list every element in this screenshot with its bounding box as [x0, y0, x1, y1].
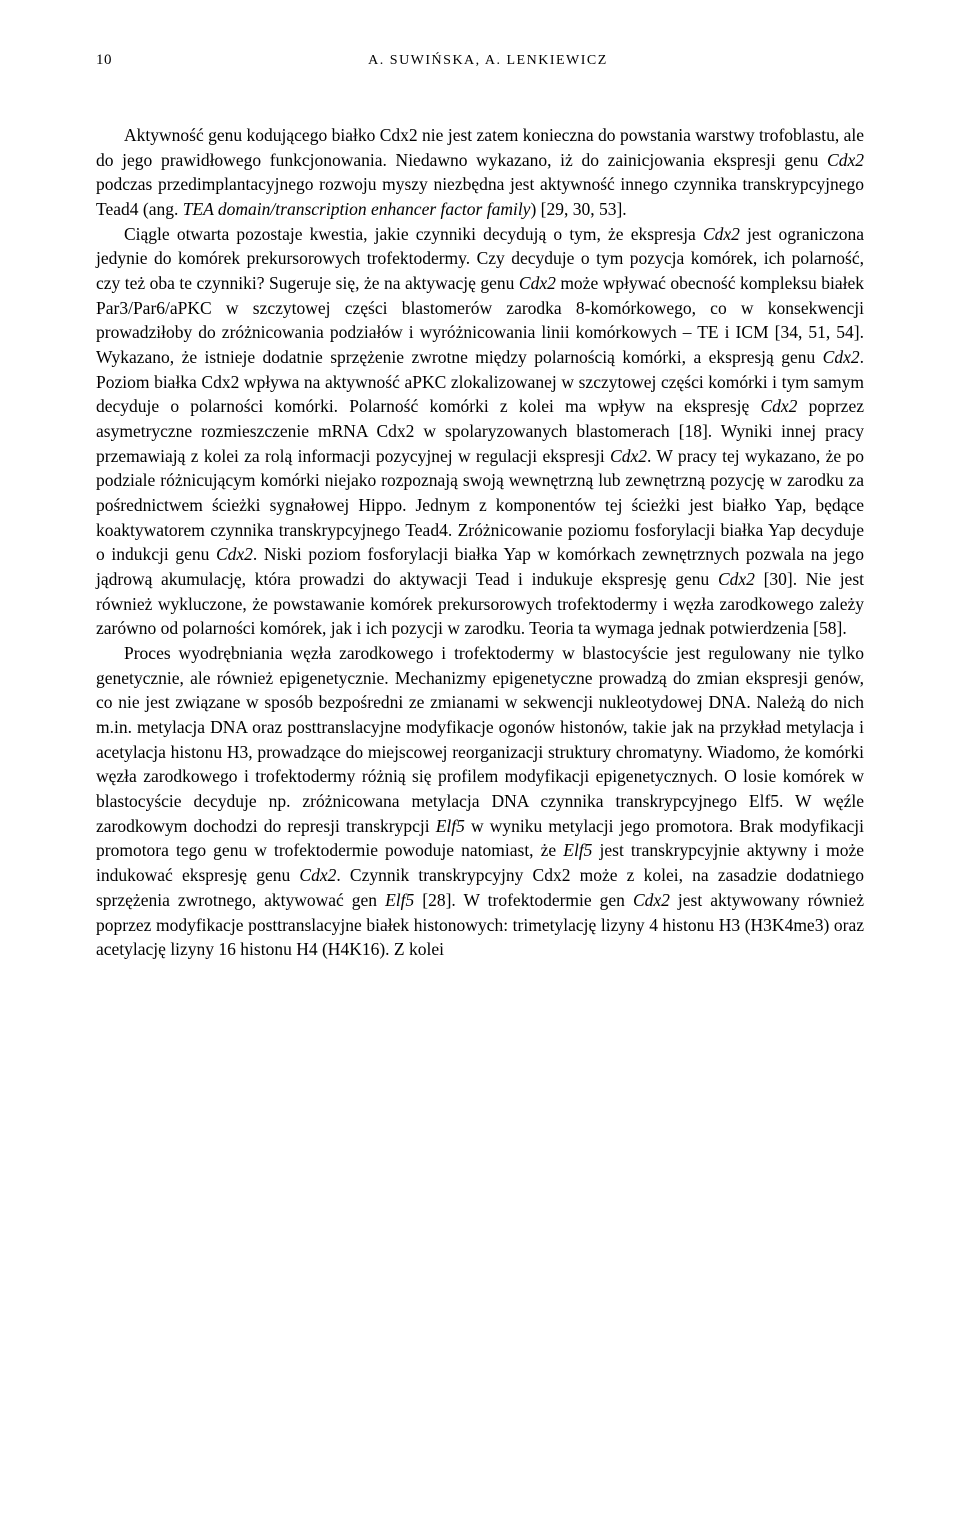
p2-text-1: Ciągle otwarta pozostaje kwestia, jakie …: [124, 224, 703, 244]
p2-italic-6: Cdx2: [216, 544, 253, 564]
p3-italic-4: Elf5: [385, 890, 414, 910]
p3-italic-2: Elf5: [563, 840, 592, 860]
p2-italic-5: Cdx2: [610, 446, 647, 466]
p1-text-3: ) [29, 30, 53].: [530, 199, 626, 219]
p3-italic-3: Cdx2: [299, 865, 336, 885]
body-text: Aktywność genu kodującego białko Cdx2 ni…: [96, 123, 864, 962]
p2-italic-2: Cdx2: [519, 273, 556, 293]
p3-italic-1: Elf5: [436, 816, 465, 836]
p3-text-1: Proces wyodrębniania węzła zarodkowego i…: [96, 643, 864, 836]
paragraph-1: Aktywność genu kodującego białko Cdx2 ni…: [96, 123, 864, 222]
p2-italic-4: Cdx2: [760, 396, 797, 416]
p3-text-5: [28]. W trofektodermie gen: [414, 890, 633, 910]
p1-text-1: Aktywność genu kodującego białko Cdx2 ni…: [96, 125, 864, 170]
p2-italic-1: Cdx2: [703, 224, 740, 244]
paragraph-2: Ciągle otwarta pozostaje kwestia, jakie …: [96, 222, 864, 641]
page-number: 10: [96, 52, 112, 69]
p3-italic-5: Cdx2: [633, 890, 670, 910]
p2-italic-3: Cdx2: [823, 347, 860, 367]
p1-italic-1: Cdx2: [827, 150, 864, 170]
p1-italic-2: TEA domain/transcription enhancer factor…: [183, 199, 531, 219]
page-header: 10 A. SUWIŃSKA, A. LENKIEWICZ: [96, 52, 864, 69]
p2-italic-7: Cdx2: [718, 569, 755, 589]
header-authors: A. SUWIŃSKA, A. LENKIEWICZ: [368, 53, 608, 69]
paragraph-3: Proces wyodrębniania węzła zarodkowego i…: [96, 641, 864, 962]
